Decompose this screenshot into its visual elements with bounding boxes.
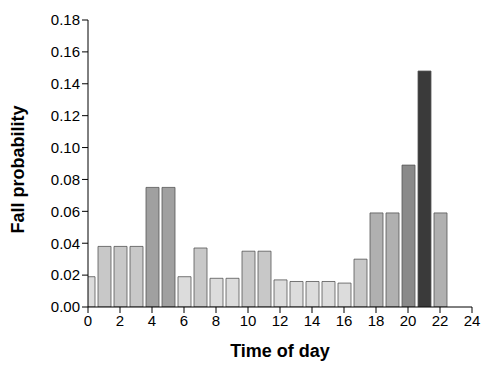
svg-text:0.02: 0.02 xyxy=(51,266,80,283)
svg-text:0.12: 0.12 xyxy=(51,107,80,124)
svg-text:0.00: 0.00 xyxy=(51,298,80,315)
svg-text:0.06: 0.06 xyxy=(51,203,80,220)
svg-text:Fall probability: Fall probability xyxy=(8,105,28,233)
svg-text:8: 8 xyxy=(212,312,220,329)
svg-text:0.04: 0.04 xyxy=(51,235,80,252)
svg-text:0.08: 0.08 xyxy=(51,171,80,188)
svg-text:22: 22 xyxy=(432,312,449,329)
svg-text:10: 10 xyxy=(240,312,257,329)
svg-text:0: 0 xyxy=(84,312,92,329)
svg-text:0.16: 0.16 xyxy=(51,43,80,60)
svg-text:4: 4 xyxy=(148,312,156,329)
svg-text:0.10: 0.10 xyxy=(51,139,80,156)
svg-text:16: 16 xyxy=(336,312,353,329)
svg-text:6: 6 xyxy=(180,312,188,329)
svg-text:24: 24 xyxy=(464,312,481,329)
svg-text:0.18: 0.18 xyxy=(51,11,80,28)
svg-text:20: 20 xyxy=(400,312,417,329)
svg-text:2: 2 xyxy=(116,312,124,329)
svg-text:Time of day: Time of day xyxy=(230,341,330,361)
svg-text:0.14: 0.14 xyxy=(51,75,80,92)
svg-text:14: 14 xyxy=(304,312,321,329)
svg-text:18: 18 xyxy=(368,312,385,329)
svg-text:12: 12 xyxy=(272,312,289,329)
